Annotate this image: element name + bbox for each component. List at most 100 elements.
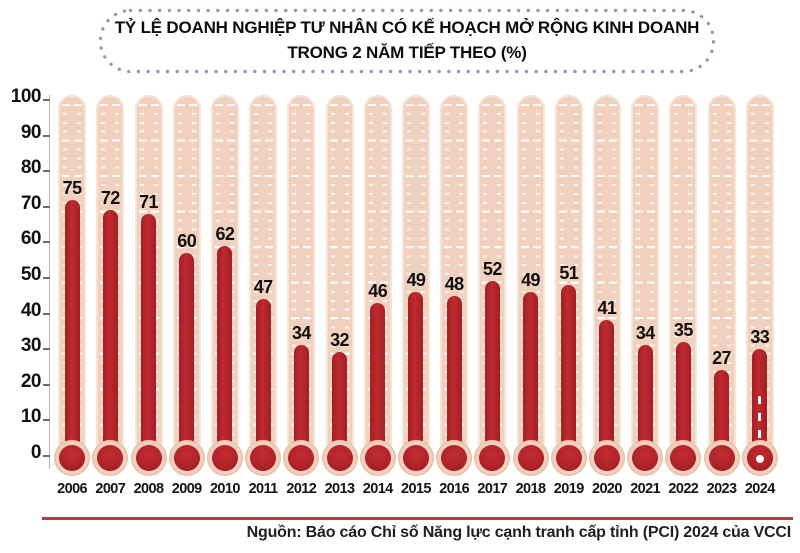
thermometer-2022: 35 2022 [664, 95, 702, 515]
thermometer-bulb [245, 440, 282, 476]
thermometer-fill-bar [523, 292, 539, 462]
thermometer-bulb-fill [441, 445, 468, 471]
y-tick-label-60: 60 [20, 228, 42, 250]
thermometer-bulb [512, 440, 549, 476]
thermometer-bulb [283, 440, 320, 476]
thermometer-bulb-fill [593, 445, 620, 471]
thermometer-bulb-fill [746, 445, 773, 471]
thermometer-2012: 34 2012 [282, 95, 320, 515]
y-tick-label-20: 20 [20, 370, 42, 392]
thermometer-fill-bar [752, 348, 768, 462]
value-label-2019: 51 [559, 262, 579, 283]
y-tick-mark [43, 277, 50, 279]
value-label-2016: 48 [444, 273, 464, 294]
thermometer-bulb-fill [173, 445, 200, 471]
y-tick-label-10: 10 [20, 406, 42, 428]
thermometer-bulb [321, 440, 358, 476]
thermometer-fill-bar [408, 292, 424, 462]
footer-divider-line [42, 517, 793, 520]
thermometer-2006: 75 2006 [53, 95, 91, 515]
thermometer-bulb-fill [479, 445, 506, 471]
y-tick-mark [43, 312, 50, 315]
thermometer-bulb-fill [670, 445, 697, 471]
chart-title: TỶ LỆ DOANH NGHIỆP TƯ NHÂN CÓ KẾ HOẠCH M… [98, 8, 716, 74]
thermometer-2013: 32 2013 [320, 95, 358, 515]
thermometer-fill-bar [637, 345, 653, 462]
thermometer-bars: 75 2006 72 2007 71 2008 60 2009 62 2010 47 2011 34 20… [53, 95, 779, 515]
thermometer-2015: 49 2015 [397, 95, 435, 515]
y-tick-label-30: 30 [20, 335, 42, 357]
thermometer-2021: 34 2021 [626, 95, 664, 515]
thermometer-2019: 51 2019 [550, 95, 588, 515]
value-label-2024: 33 [750, 326, 770, 347]
y-tick-label-80: 80 [20, 157, 42, 179]
x-axis-label-2006: 2006 [57, 481, 88, 497]
thermometer-fill-bar [484, 281, 500, 462]
x-axis-label-2023: 2023 [706, 481, 737, 497]
thermometer-fill-bar [141, 213, 156, 462]
chart-title-line1: TỶ LỆ DOANH NGHIỆP TƯ NHÂN CÓ KẾ HOẠCH M… [114, 18, 700, 38]
thermometer-fill-bar [102, 210, 118, 462]
y-tick-label-90: 90 [20, 121, 42, 143]
thermometer-bulb [665, 440, 702, 476]
thermometer-bulb-fill [288, 445, 315, 471]
value-label-2015: 49 [406, 270, 426, 291]
y-tick-label-100: 100 [10, 86, 42, 107]
x-axis-label-2008: 2008 [133, 481, 164, 497]
x-axis-label-2013: 2013 [324, 481, 355, 497]
y-tick-mark [43, 134, 50, 137]
y-tick-mark [43, 205, 50, 208]
thermometer-fill-bar [255, 299, 271, 462]
value-label-2013: 32 [330, 330, 349, 351]
x-axis-label-2018: 2018 [515, 481, 546, 497]
x-axis-label-2007: 2007 [95, 481, 126, 497]
x-axis-label-2011: 2011 [248, 481, 279, 497]
thermometer-tube [325, 95, 354, 446]
thermometer-2014: 46 2014 [359, 95, 397, 515]
thermometer-bulb-fill [135, 445, 162, 471]
thermometer-fill-bar [293, 345, 309, 462]
value-label-2010: 62 [215, 223, 235, 244]
x-axis-label-2019: 2019 [553, 481, 584, 497]
thermometer-bulb [703, 440, 740, 476]
x-axis-label-2017: 2017 [477, 481, 508, 497]
thermometer-bulb [474, 440, 511, 476]
thermometer-fill-bar [332, 352, 348, 462]
value-label-2021: 34 [635, 323, 655, 344]
x-axis-label-2014: 2014 [362, 481, 393, 497]
value-label-2020: 41 [597, 298, 617, 319]
chart-title-line2: TRONG 2 NĂM TIẾP THEO (%) [287, 43, 527, 62]
thermometer-2008: 71 2008 [129, 95, 167, 515]
x-axis-label-2009: 2009 [171, 481, 202, 497]
thermometer-bulb-fill [708, 445, 735, 471]
x-axis-label-2016: 2016 [439, 481, 470, 497]
thermometer-bulb-fill [555, 445, 582, 471]
y-tick-mark [43, 419, 50, 422]
thermometer-bulb-fill [364, 445, 391, 471]
thermometer-2010: 62 2010 [206, 95, 244, 515]
y-tick-label-70: 70 [20, 192, 42, 214]
thermometer-2009: 60 2009 [168, 95, 206, 515]
dotted-border [98, 8, 716, 74]
thermometer-bulb-fill [326, 445, 353, 471]
thermometer-fill-bar [217, 245, 233, 462]
thermometer-bulb-fill [211, 445, 238, 471]
y-tick-mark [43, 99, 50, 101]
thermometer-bulb-fill [250, 445, 277, 471]
x-axis-label-2020: 2020 [592, 481, 622, 497]
thermometer-bulb [206, 440, 243, 476]
y-tick-mark [43, 455, 50, 457]
value-label-2007: 72 [100, 188, 120, 209]
thermometer-bulb [397, 440, 434, 476]
thermometer-bulb [436, 440, 473, 476]
x-axis-label-2021: 2021 [630, 481, 661, 497]
value-label-2011: 47 [253, 277, 273, 298]
thermometer-bulb [168, 440, 205, 476]
thermometer-bulb-fill [59, 445, 86, 471]
thermometer-fill-bar [179, 253, 195, 462]
thermometer-bulb-fill [97, 445, 124, 471]
y-tick-mark [43, 241, 50, 244]
thermometer-2016: 48 2016 [435, 95, 473, 515]
thermometer-bulb-fill [632, 445, 659, 471]
thermometer-fill-bar [599, 320, 615, 462]
